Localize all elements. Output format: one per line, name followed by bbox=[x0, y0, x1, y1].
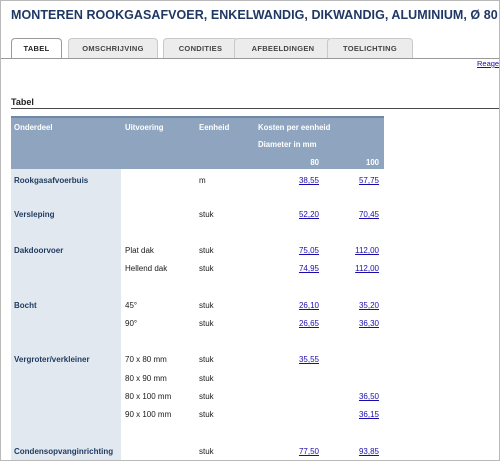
table-row-unit: m bbox=[199, 176, 206, 185]
header-onderdeel: Onderdeel bbox=[14, 123, 53, 132]
header-80: 80 bbox=[310, 158, 319, 167]
table-row-unit: stuk bbox=[199, 355, 214, 364]
header-eenheid: Eenheid bbox=[199, 123, 230, 132]
table-row-variant: 80 x 100 mm bbox=[125, 392, 172, 401]
table-row-variant: Plat dak bbox=[125, 246, 154, 255]
table-row-variant: Hellend dak bbox=[125, 264, 168, 273]
price-link-80[interactable]: 38,55 bbox=[298, 176, 319, 185]
tab-omschrijving[interactable]: OMSCHRIJVING bbox=[68, 38, 158, 58]
price-link-100[interactable]: 112,00 bbox=[355, 264, 379, 273]
table-row-part: Vergroter/verkleiner bbox=[14, 355, 90, 364]
tab-afbeeldingen[interactable]: AFBEELDINGEN bbox=[234, 38, 332, 58]
tab-tabel[interactable]: TABEL bbox=[11, 38, 62, 59]
table-row-unit: stuk bbox=[199, 301, 214, 310]
price-link-100[interactable]: 70,45 bbox=[358, 210, 379, 219]
header-diameter: Diameter in mm bbox=[258, 140, 317, 149]
table-header: Onderdeel Uitvoering Eenheid Kosten per … bbox=[11, 116, 384, 169]
price-link-100[interactable]: 36,30 bbox=[358, 319, 379, 328]
table-row-unit: stuk bbox=[199, 447, 214, 456]
price-link-100[interactable]: 57,75 bbox=[358, 176, 379, 185]
price-link-100[interactable]: 35,20 bbox=[358, 301, 379, 310]
price-link-80[interactable]: 35,55 bbox=[298, 355, 319, 364]
table-row-variant: 80 x 90 mm bbox=[125, 374, 167, 383]
table-row-part: Versleping bbox=[14, 210, 55, 219]
table-row-unit: stuk bbox=[199, 374, 214, 383]
tab-condities[interactable]: CONDITIES bbox=[163, 38, 238, 58]
table-row-unit: stuk bbox=[199, 210, 214, 219]
section-title: Tabel bbox=[11, 97, 34, 107]
price-link-100[interactable]: 36,15 bbox=[358, 410, 379, 419]
tab-toelichting[interactable]: TOELICHTING bbox=[327, 38, 413, 58]
price-link-80[interactable]: 52,20 bbox=[298, 210, 319, 219]
table-row-variant: 90 x 100 mm bbox=[125, 410, 172, 419]
reageer-link[interactable]: Reage bbox=[477, 59, 500, 68]
price-link-80[interactable]: 26,65 bbox=[298, 319, 319, 328]
price-link-100[interactable]: 112,00 bbox=[355, 246, 379, 255]
table-row-part: Dakdoorvoer bbox=[14, 246, 64, 255]
table-row-variant: 45° bbox=[125, 301, 138, 310]
table-row-part: Bocht bbox=[14, 301, 37, 310]
price-link-80[interactable]: 77,50 bbox=[298, 447, 319, 456]
price-link-80[interactable]: 74,95 bbox=[298, 264, 319, 273]
page-title: MONTEREN ROOKGASAFVOER, ENKELWANDIG, DIK… bbox=[11, 8, 499, 22]
cost-table: Onderdeel Uitvoering Eenheid Kosten per … bbox=[11, 116, 384, 460]
price-link-100[interactable]: 36,50 bbox=[358, 392, 379, 401]
table-row-part: Rookgasafvoerbuis bbox=[14, 176, 89, 185]
first-column-shade bbox=[11, 169, 121, 460]
table-row-unit: stuk bbox=[199, 319, 214, 328]
header-uitvoering: Uitvoering bbox=[125, 123, 164, 132]
tab-divider bbox=[1, 58, 499, 59]
price-link-80[interactable]: 26,10 bbox=[298, 301, 319, 310]
section-divider bbox=[11, 108, 499, 109]
header-kosten: Kosten per eenheid bbox=[258, 123, 331, 132]
table-row-unit: stuk bbox=[199, 264, 214, 273]
price-link-100[interactable]: 93,85 bbox=[358, 447, 379, 456]
table-row-unit: stuk bbox=[199, 246, 214, 255]
table-row-unit: stuk bbox=[199, 410, 214, 419]
table-row-unit: stuk bbox=[199, 392, 214, 401]
table-row-variant: 70 x 80 mm bbox=[125, 355, 167, 364]
table-row-variant: 90° bbox=[125, 319, 138, 328]
table-row-part: Condensopvanginrichting bbox=[14, 447, 114, 456]
price-link-80[interactable]: 75,05 bbox=[298, 246, 319, 255]
header-100: 100 bbox=[365, 158, 379, 167]
